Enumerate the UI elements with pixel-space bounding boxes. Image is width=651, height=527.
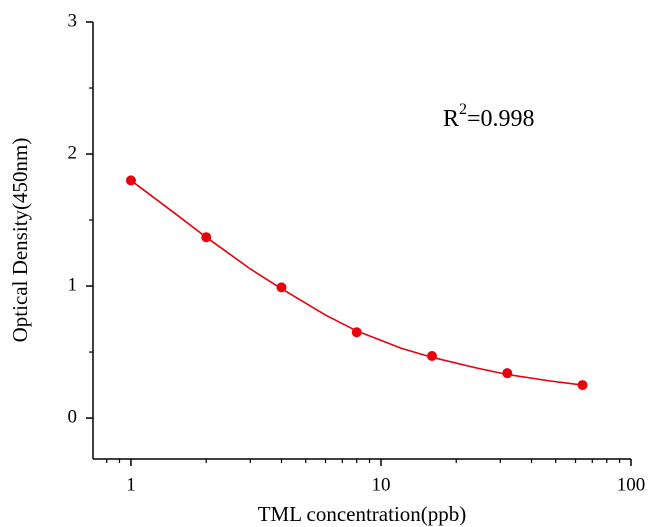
annotation-text: =0.998 xyxy=(467,106,535,132)
y-tick-label: 2 xyxy=(68,142,78,163)
x-axis-label: TML concentration(ppb) xyxy=(258,502,467,526)
data-point xyxy=(577,380,588,391)
x-tick-label: 100 xyxy=(617,474,646,495)
y-tick-label: 0 xyxy=(68,406,78,427)
x-tick-label: 1 xyxy=(126,474,136,495)
data-point xyxy=(351,327,362,338)
annotation: R2=0.998 xyxy=(443,101,535,132)
data-point xyxy=(427,351,438,362)
data-point xyxy=(502,368,513,379)
data-point xyxy=(201,232,212,243)
annotation-sup: 2 xyxy=(459,101,467,118)
y-axis-label: Optical Density(450nm) xyxy=(8,138,32,343)
data-point xyxy=(276,282,287,293)
y-tick-label: 1 xyxy=(68,274,78,295)
x-tick-label: 10 xyxy=(371,474,390,495)
y-tick-label: 3 xyxy=(68,10,78,31)
annotation-text: R xyxy=(443,106,459,132)
fit-curve xyxy=(130,179,583,386)
data-point xyxy=(125,175,136,186)
